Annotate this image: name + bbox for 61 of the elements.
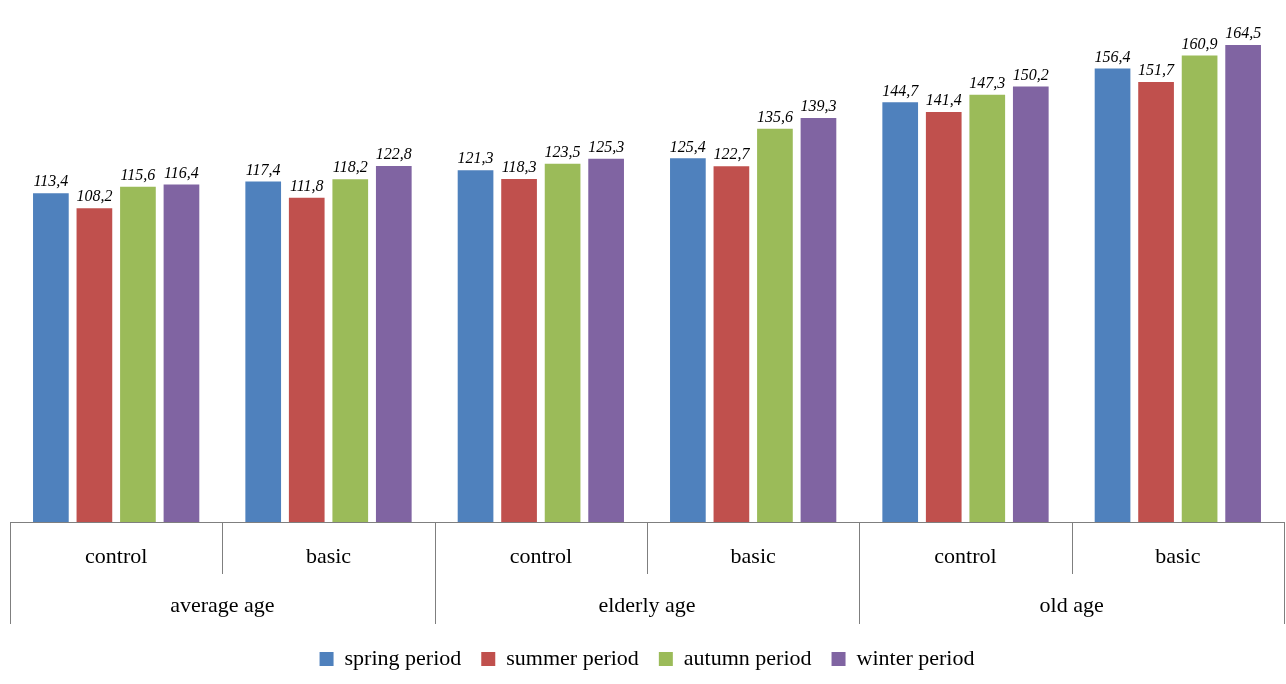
bar: [969, 94, 1006, 522]
data-label: 108,2: [76, 187, 113, 205]
bar: [457, 170, 494, 522]
x-tick-label: basic: [305, 542, 352, 568]
data-label: 122,8: [375, 145, 412, 163]
bar: [800, 118, 837, 522]
data-label: 139,3: [800, 97, 837, 115]
data-label: 113,4: [33, 172, 69, 190]
data-label: 116,4: [164, 163, 199, 181]
bar: [501, 178, 537, 522]
data-label: 160,9: [1181, 34, 1218, 52]
x-tick-label: basic: [730, 542, 776, 568]
bar: [1012, 86, 1049, 522]
bar: [544, 163, 581, 522]
bar: [1094, 68, 1131, 522]
data-label: 151,7: [1138, 61, 1176, 79]
data-label: 135,6: [756, 107, 793, 125]
data-label: 123,5: [544, 143, 581, 161]
bar: [120, 186, 156, 522]
data-label: 150,2: [1012, 65, 1049, 83]
bar: [33, 193, 69, 522]
data-label: 121,3: [457, 149, 494, 167]
bar: [245, 181, 282, 522]
data-label: 118,3: [501, 158, 537, 176]
x-tick-label: control: [509, 542, 572, 568]
x-tick-label: basic: [1155, 542, 1201, 568]
bar: [375, 165, 412, 522]
bar: [163, 184, 200, 522]
bar: [713, 166, 750, 522]
bar: [1225, 44, 1261, 522]
legend-label: winter period: [856, 644, 975, 670]
data-label: 147,3: [969, 74, 1006, 92]
bar: [332, 179, 369, 522]
data-label: 115,6: [120, 165, 156, 183]
text: elderly age: [598, 591, 696, 617]
bar: [588, 158, 624, 522]
data-label: 125,4: [669, 137, 706, 155]
bar: [882, 102, 919, 522]
data-label: 144,7: [882, 81, 920, 99]
x-tick-label: control: [85, 542, 148, 568]
data-label: 117,4: [245, 160, 281, 178]
legend-label: autumn period: [683, 644, 812, 670]
data-label: 111,8: [289, 176, 324, 194]
data-label: 125,3: [588, 137, 625, 155]
bar: [757, 128, 793, 522]
legend-label: spring period: [344, 644, 462, 670]
data-label: 141,4: [925, 91, 962, 109]
data-label: 118,2: [332, 158, 368, 176]
bar: [670, 158, 706, 522]
data-label: 164,5: [1225, 24, 1262, 42]
x-tick-label: control: [934, 542, 997, 568]
data-label: 156,4: [1094, 47, 1131, 65]
bar: [1181, 55, 1218, 522]
text: old age: [1039, 591, 1104, 617]
bar: [1138, 82, 1174, 522]
text: average age: [170, 591, 275, 617]
bar: [288, 197, 325, 522]
data-label: 122,7: [713, 145, 751, 163]
legend-label: summer period: [506, 644, 639, 670]
bar: [925, 111, 962, 522]
bar: [76, 208, 113, 522]
